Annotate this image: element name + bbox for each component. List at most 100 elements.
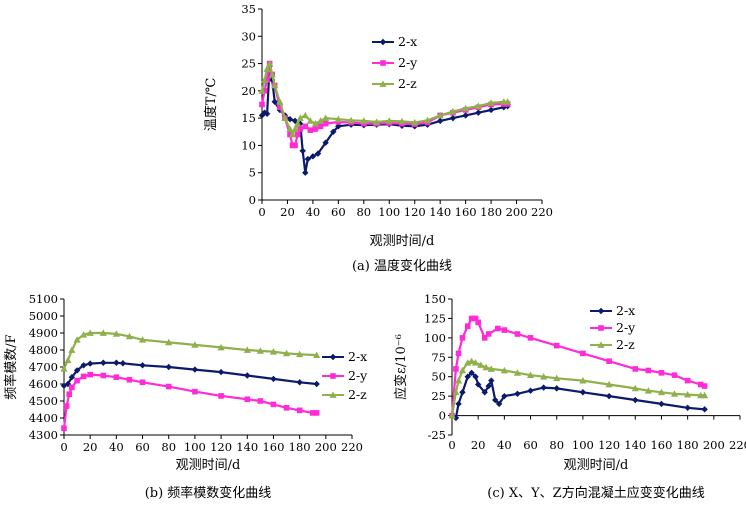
y-tick-label: 50: [431, 370, 446, 384]
legend-marker: [597, 307, 605, 315]
data-point: [165, 338, 173, 346]
legend-label: 2-z: [616, 337, 635, 352]
data-point: [243, 346, 251, 353]
data-point: [296, 407, 303, 414]
data-point: [492, 396, 499, 404]
data-point: [500, 366, 508, 374]
data-point: [631, 384, 639, 392]
data-point: [113, 359, 120, 366]
legend-label: 2-y: [616, 320, 636, 335]
data-point: [385, 117, 393, 124]
x-axis-label: 观测时间/d: [564, 458, 629, 473]
data-point: [73, 367, 81, 374]
data-point: [487, 99, 495, 106]
chart-caption: (b) 频率模数变化曲线: [145, 485, 272, 501]
data-point: [304, 155, 312, 163]
legend-marker: [330, 373, 336, 379]
chart-caption: (c) X、Y、Z方向混凝土应变变化曲线: [487, 485, 704, 501]
data-point: [299, 147, 306, 155]
data-point: [468, 315, 475, 322]
data-point: [309, 410, 316, 416]
x-tick-label: 160: [262, 440, 284, 454]
data-point: [553, 374, 561, 382]
data-point: [697, 381, 704, 388]
data-point: [218, 393, 224, 399]
data-point: [632, 366, 639, 372]
data-point: [270, 401, 277, 408]
data-point: [294, 120, 302, 127]
data-point: [313, 351, 321, 358]
data-point: [296, 379, 303, 386]
data-point: [296, 114, 304, 122]
data-point: [301, 111, 309, 119]
data-point: [580, 350, 586, 357]
legend-label: 2-x: [398, 34, 417, 49]
x-tick-label: 40: [497, 438, 512, 452]
series-2-x: [448, 369, 708, 422]
data-point: [112, 330, 120, 337]
data-point: [283, 405, 290, 411]
data-point: [452, 388, 460, 396]
series-2-y: [259, 60, 511, 149]
data-point: [658, 400, 665, 408]
data-point: [257, 398, 264, 404]
legend-label: 2-z: [398, 76, 417, 91]
data-point: [474, 102, 482, 110]
data-point: [316, 117, 325, 124]
data-point: [261, 88, 268, 94]
data-point: [63, 403, 70, 409]
data-point: [514, 390, 521, 398]
data-point: [605, 392, 613, 400]
x-tick-label: 120: [210, 440, 232, 454]
data-point: [80, 331, 88, 338]
data-point: [126, 376, 133, 383]
data-point: [244, 396, 251, 403]
data-point: [317, 123, 324, 130]
data-point: [271, 98, 278, 105]
series-2-z: [448, 357, 709, 419]
x-tick-label: 100: [378, 205, 400, 219]
data-point: [360, 117, 368, 124]
x-tick-label: 40: [306, 205, 321, 219]
data-point: [68, 346, 76, 353]
data-point: [606, 358, 612, 364]
data-point: [449, 107, 457, 115]
data-point: [453, 366, 459, 372]
legend-marker: [379, 38, 387, 46]
data-point: [472, 373, 479, 380]
data-point: [282, 349, 291, 357]
data-point: [468, 369, 475, 377]
y-tick-label: 4300: [29, 428, 58, 442]
data-point: [276, 98, 284, 105]
data-point: [68, 374, 76, 381]
x-axis-label: 观测时间/d: [370, 234, 435, 249]
data-point: [258, 87, 266, 94]
data-point: [313, 410, 320, 416]
y-tick-label: 15: [241, 111, 256, 125]
data-point: [436, 117, 444, 125]
data-point: [474, 381, 482, 388]
data-point: [481, 389, 488, 396]
series-line: [451, 371, 705, 419]
data-point: [217, 368, 225, 376]
data-point: [192, 388, 198, 395]
data-point: [436, 111, 444, 119]
data-point: [291, 125, 299, 132]
data-point: [458, 366, 467, 374]
data-point: [684, 377, 691, 384]
data-point: [307, 127, 314, 133]
x-tick-label: 200: [703, 438, 725, 452]
data-point: [372, 118, 381, 125]
data-point: [449, 114, 457, 122]
data-point: [684, 390, 692, 398]
data-point: [74, 377, 80, 384]
x-tick-label: 220: [341, 440, 363, 454]
data-point: [657, 388, 666, 396]
data-point: [477, 361, 485, 368]
legend-label: 2-x: [348, 349, 367, 364]
y-tick-label: 5000: [29, 309, 58, 323]
data-point: [125, 332, 134, 340]
data-point: [287, 131, 293, 138]
